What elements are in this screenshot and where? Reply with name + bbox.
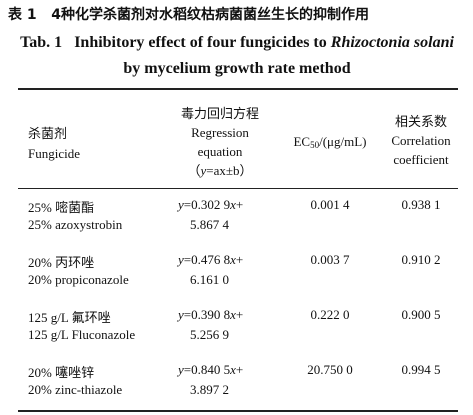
fungicide-cn: 25% 嘧菌酯	[28, 200, 95, 215]
fungicide-cn: 20% 丙环唑	[28, 255, 95, 270]
equation-part: y	[178, 362, 184, 377]
fungicide-en: 125 g/L Fluconazole	[28, 327, 136, 342]
formula-part: y	[200, 163, 207, 178]
fungicide-en: 20% propiconazole	[28, 272, 129, 287]
equation-constant: 6.161 0	[190, 272, 229, 287]
bottom-rule	[18, 410, 458, 412]
header-rule	[18, 188, 458, 189]
equation-part: +	[235, 252, 244, 267]
header-correlation: 相关系数 Correlation coefficient	[376, 112, 466, 169]
equation-part: x	[230, 307, 236, 322]
equation-constant: 3.897 2	[190, 382, 229, 397]
caption-species: Rhizoctonia solani	[330, 34, 454, 51]
header-text: EC	[293, 134, 311, 149]
equation-part: +	[235, 307, 244, 322]
header-text: Fungicide	[28, 146, 80, 161]
correlation-value: 0.994 5	[401, 362, 441, 377]
formula-part: （	[187, 163, 201, 178]
header-text: 相关系数	[394, 114, 447, 129]
equation-part: +	[235, 197, 244, 212]
equation-part: y	[178, 197, 184, 212]
equation-part: =0.840 5	[183, 362, 231, 377]
equation-constant: 5.256 9	[190, 327, 229, 342]
caption-title: 4种化学杀菌剂对水稻纹枯病菌菌丝生长的抑制作用	[51, 7, 369, 23]
formula-part: =ax±b）	[206, 163, 253, 178]
equation: y=0.302 9x+	[178, 197, 243, 213]
header-text: /(μg/mL)	[319, 134, 367, 149]
equation-part: x	[230, 252, 236, 267]
fungicide-cn: 125 g/L 氟环唑	[28, 310, 111, 325]
header-text: Regression equation	[191, 125, 249, 159]
header-regression: 毒力回归方程 Regression equation （y=ax±b）	[160, 104, 280, 180]
equation: y=0.840 5x+	[178, 362, 243, 378]
caption-title: by mycelium growth rate method	[123, 60, 351, 77]
equation-part: =0.476 8	[183, 252, 231, 267]
top-rule	[18, 88, 458, 90]
header-fungicide: 杀菌剂 Fungicide	[28, 124, 80, 164]
equation: y=0.476 8x+	[178, 252, 243, 268]
equation: y=0.390 8x+	[178, 307, 243, 323]
correlation-value: 0.938 1	[401, 197, 441, 212]
fungicide-en: 20% zinc-thiazole	[28, 382, 123, 397]
header-text: 50	[310, 140, 320, 150]
equation-part: y	[178, 252, 184, 267]
caption-en: Tab. 1 Inhibitory effect of four fungici…	[12, 30, 462, 82]
fungicide-en: 25% azoxystrobin	[28, 217, 123, 232]
ec50-value: 0.003 7	[310, 252, 350, 267]
equation-part: =0.302 9	[183, 197, 231, 212]
equation-part: =0.390 8	[183, 307, 231, 322]
header-text: Correlation coefficient	[391, 133, 451, 167]
caption-cn: 表 1 4种化学杀菌剂对水稻纹枯病菌菌丝生长的抑制作用	[8, 4, 369, 24]
header-formula: （y=ax±b）	[160, 161, 280, 180]
header-text: 杀菌剂	[28, 126, 68, 141]
caption-label: 表 1	[8, 7, 37, 23]
equation-part: x	[230, 197, 236, 212]
correlation-value: 0.910 2	[401, 252, 441, 267]
correlation-value: 0.900 5	[401, 307, 441, 322]
equation-constant: 5.867 4	[190, 217, 229, 232]
equation-part: x	[230, 362, 236, 377]
fungicide-cn: 20% 噻唑锌	[28, 365, 95, 380]
header-text: 毒力回归方程	[180, 106, 259, 121]
equation-part: y	[178, 307, 184, 322]
header-ec50: EC50/(μg/mL)	[280, 134, 380, 150]
ec50-value: 20.750 0	[307, 362, 353, 377]
caption-label: Tab. 1	[20, 34, 63, 51]
equation-part: +	[235, 362, 244, 377]
ec50-value: 0.001 4	[310, 197, 350, 212]
caption-title: Inhibitory effect of four fungicides to	[74, 34, 327, 51]
ec50-value: 0.222 0	[310, 307, 350, 322]
